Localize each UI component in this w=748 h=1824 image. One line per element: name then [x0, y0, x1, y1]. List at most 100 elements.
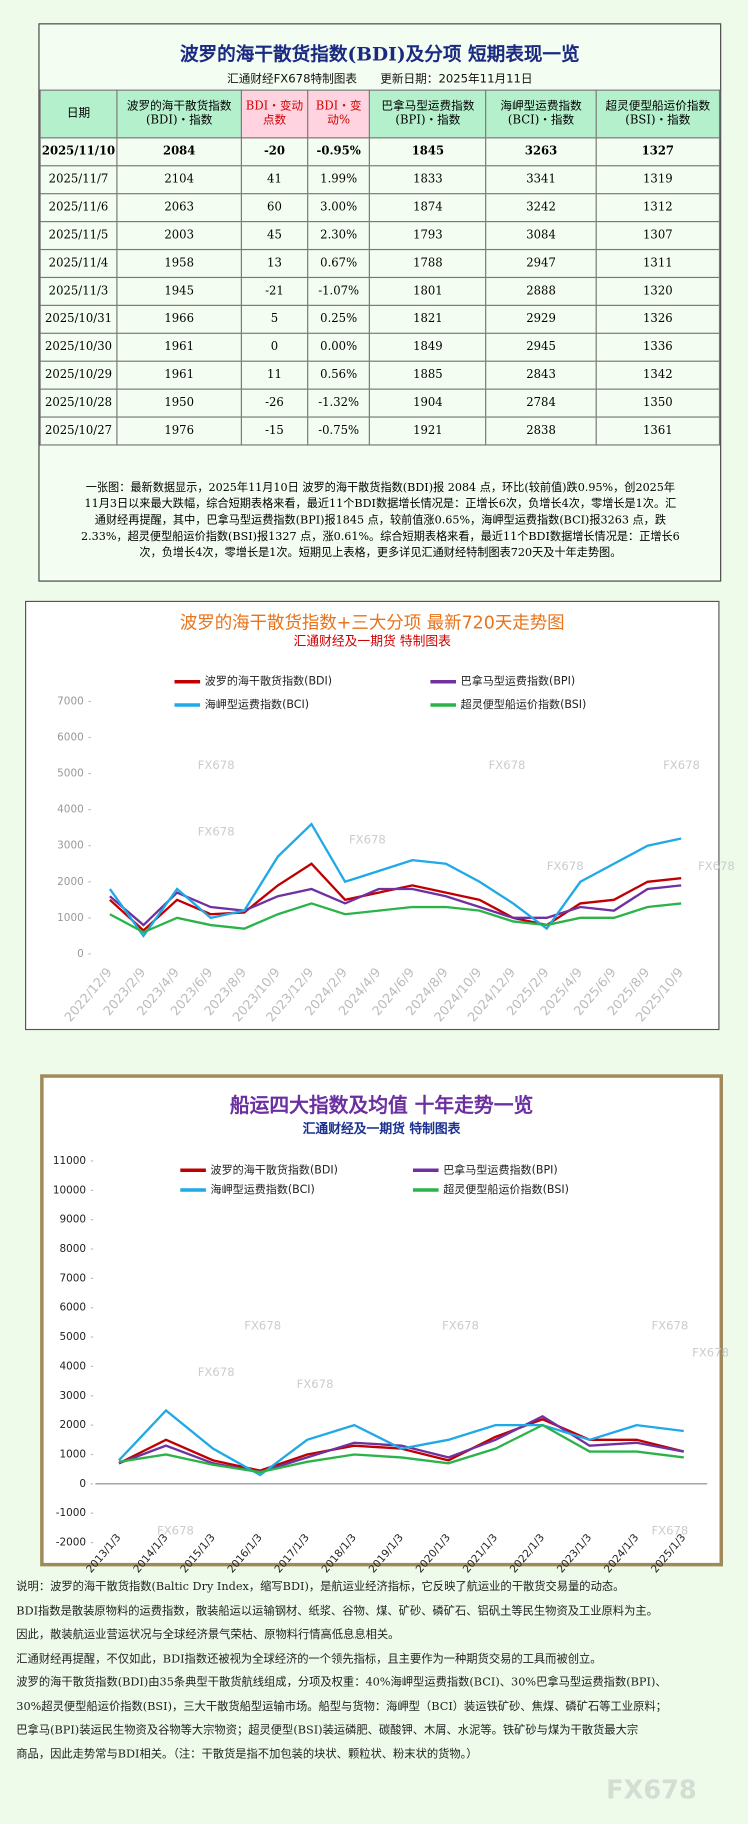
chart-frame [25, 600, 720, 1031]
table-cell: 2929 [485, 304, 597, 334]
series-line [108, 822, 682, 938]
legend-label: 巴拿马型运费指数(BPI) [461, 674, 575, 688]
legend-label: 超灵便型船运价指数(BSI) [443, 1182, 569, 1196]
summary-line: 通财经再提醒，其中，巴拿马型运费指数(BPI)报1845 点，较前值涨0.65%… [94, 514, 666, 527]
watermark: FX678 [442, 1319, 479, 1333]
table-subtitle: 汇通财经FX678特制图表 更新日期：2025年11月11日 [227, 73, 533, 87]
note-line: 波罗的海干散货指数(BDI)由35条典型干散货航线组成，分项及权重：40%海岬型… [16, 1676, 667, 1690]
y-tick-label: 6000 [59, 1302, 86, 1314]
watermark-large: FX678 [606, 1775, 697, 1805]
table-row: 2025/11/5 2003 45 2.30% 1793 3084 1307 [39, 221, 721, 251]
table-title: 波罗的海干散货指数(BDI)及分项 短期表现一览 [179, 43, 580, 66]
column-header: BDI・变动点数 [240, 89, 309, 139]
table-row: 2025/10/28 1950 -26 -1.32% 1904 2784 1350 [39, 388, 721, 418]
series-line [118, 1408, 684, 1477]
table-cell: -0.95% [306, 137, 371, 167]
table-cell: -21 [240, 276, 309, 306]
table-row: 2025/10/30 1961 0 0.00% 1849 2945 1336 [39, 332, 721, 362]
table-row: 2025/11/4 1958 13 0.67% 1788 2947 1311 [39, 248, 721, 279]
y-tick-label: 2000 [59, 1419, 86, 1431]
watermark: FX678 [198, 758, 235, 772]
y-tick-label: 1000 [57, 912, 84, 924]
note-line: 商品，因此走势常与BDI相关。（注：干散货是指不加包装的块状、颗粒状、粉末状的货… [16, 1747, 478, 1761]
note-line: 30%超灵便型船运价指数(BSI)，三大干散货船型运输市场。船型与货物：海岬型（… [16, 1700, 667, 1713]
y-tick-label: 5000 [57, 768, 84, 780]
column-header: BDI・变动% [306, 89, 371, 139]
table-cell: 45 [240, 221, 309, 251]
table-cell: 41 [240, 165, 309, 195]
y-tick-label: 9000 [59, 1214, 86, 1226]
table-cell: 13 [240, 248, 309, 279]
table-cell: -1.32% [306, 388, 371, 418]
table-cell: 1950 [116, 388, 243, 418]
table-cell: 1327 [595, 137, 721, 167]
series-line [118, 1414, 684, 1474]
summary: 一张图：最新数据显示，2025年11月10日 波罗的海干散货指数(BDI)报 2… [44, 480, 716, 561]
watermark: FX678 [663, 758, 700, 772]
table-cell: 2843 [485, 360, 597, 390]
data-table: 日期 波罗的海干散货指数(BDI)・指数 BDI・变动点数 BDI・变动% 巴拿马型运费… [39, 89, 721, 446]
summary-line: 2.33%，超灵便型船运价指数(BSI)报1327 点，涨0.61%。综合短期表… [80, 530, 680, 544]
chart-subtitle: 汇通财经及一期货 特制图表 [303, 1121, 461, 1137]
table-cell: 2025/11/10 [39, 137, 118, 167]
table-cell: 1945 [116, 276, 243, 306]
table-cell: 2025/10/29 [39, 360, 118, 390]
chart-subtitle: 汇通财经及一期货 特制图表 [294, 635, 452, 650]
table-panel: 波罗的海干散货指数(BDI)及分项 短期表现一览 汇通财经FX678特制图表 更… [38, 23, 722, 582]
summary-line: 次，负增长4次，零增长是1次。短期见上表格，更多详见汇通财经特制图表720天及十… [139, 546, 622, 560]
table-cell: 1319 [595, 165, 721, 195]
table-cell: 3.00% [306, 193, 371, 223]
y-tick-label: 3000 [57, 840, 84, 852]
note-line: 巴拿马(BPI)装运民生物资及谷物等大宗物资；超灵便型(BSI)装运磷肥、碳酸钾… [16, 1724, 639, 1737]
y-tick-label: 2000 [57, 876, 84, 888]
table-cell: 1961 [116, 332, 243, 362]
table-cell: 1336 [595, 332, 721, 362]
notes: 说明：波罗的海干散货指数(Baltic Dry Index，缩写BDI)，是航运… [16, 1576, 743, 1767]
series-line [109, 902, 682, 934]
watermark: FX678 [698, 859, 735, 873]
table-cell: 2025/10/27 [39, 416, 118, 446]
table-row: 2025/11/3 1945 -21 -1.07% 1801 2888 1320 [39, 276, 721, 306]
watermark: FX678 [297, 1377, 334, 1391]
table-cell: 1885 [369, 360, 487, 390]
column-header: 超灵便型船运价指数(BSI)・指数 [595, 89, 721, 139]
table-cell: 1961 [116, 360, 243, 390]
column-header: 海岬型运费指数(BCI)・指数 [485, 89, 597, 139]
table-cell: 2025/10/30 [39, 332, 118, 362]
legend-label: 波罗的海干散货指数(BDI) [205, 674, 332, 688]
table-row: 2025/11/7 2104 41 1.99% 1833 3341 1319 [39, 165, 721, 195]
watermark: FX678 [547, 859, 584, 873]
table-cell: 1921 [369, 416, 487, 446]
watermark: FX678 [489, 758, 526, 772]
y-tick-label: 10000 [53, 1184, 86, 1196]
table-cell: 2025/10/28 [39, 388, 118, 418]
y-tick-label: 1000 [59, 1448, 86, 1460]
table-cell: 1.99% [306, 165, 371, 195]
chart-title: 船运四大指数及均值 十年走势一览 [230, 1094, 533, 1117]
y-tick-label: 7000 [57, 695, 84, 707]
watermark: FX678 [244, 1319, 281, 1333]
y-tick-label: -2000 [56, 1537, 86, 1549]
table-cell: 5 [240, 304, 309, 334]
table-cell: 11 [240, 360, 309, 390]
note-line: BDI指数是散装原物料的运费指数，散装船运以运输钢材、纸浆、谷物、煤、矿砂、磷矿… [16, 1604, 658, 1618]
table-cell: 2104 [116, 165, 243, 195]
legend-label: 波罗的海干散货指数(BDI) [211, 1162, 338, 1176]
y-tick-label: 5000 [59, 1331, 86, 1343]
watermark: FX678 [692, 1345, 729, 1359]
table-cell: -15 [240, 416, 309, 446]
table-cell: 1361 [595, 416, 721, 446]
table-cell: 2025/11/4 [39, 248, 118, 279]
watermark: FX678 [651, 1319, 688, 1333]
watermark: FX678 [651, 1523, 688, 1537]
y-tick-label: 0 [77, 948, 84, 960]
table-cell: 3341 [485, 165, 597, 195]
table-cell: 1342 [595, 360, 721, 390]
table-cell: 3084 [485, 221, 597, 251]
table-cell: 0 [240, 332, 309, 362]
note-line: 汇通财经再提醒，不仅如此，BDI指数还被视为全球经济的一个领先指标，且主要作为一… [16, 1652, 602, 1666]
legend-label: 海岬型运费指数(BCI) [211, 1182, 315, 1196]
watermark: FX678 [198, 1365, 235, 1379]
column-header: 巴拿马型运费指数(BPI)・指数 [369, 89, 487, 139]
